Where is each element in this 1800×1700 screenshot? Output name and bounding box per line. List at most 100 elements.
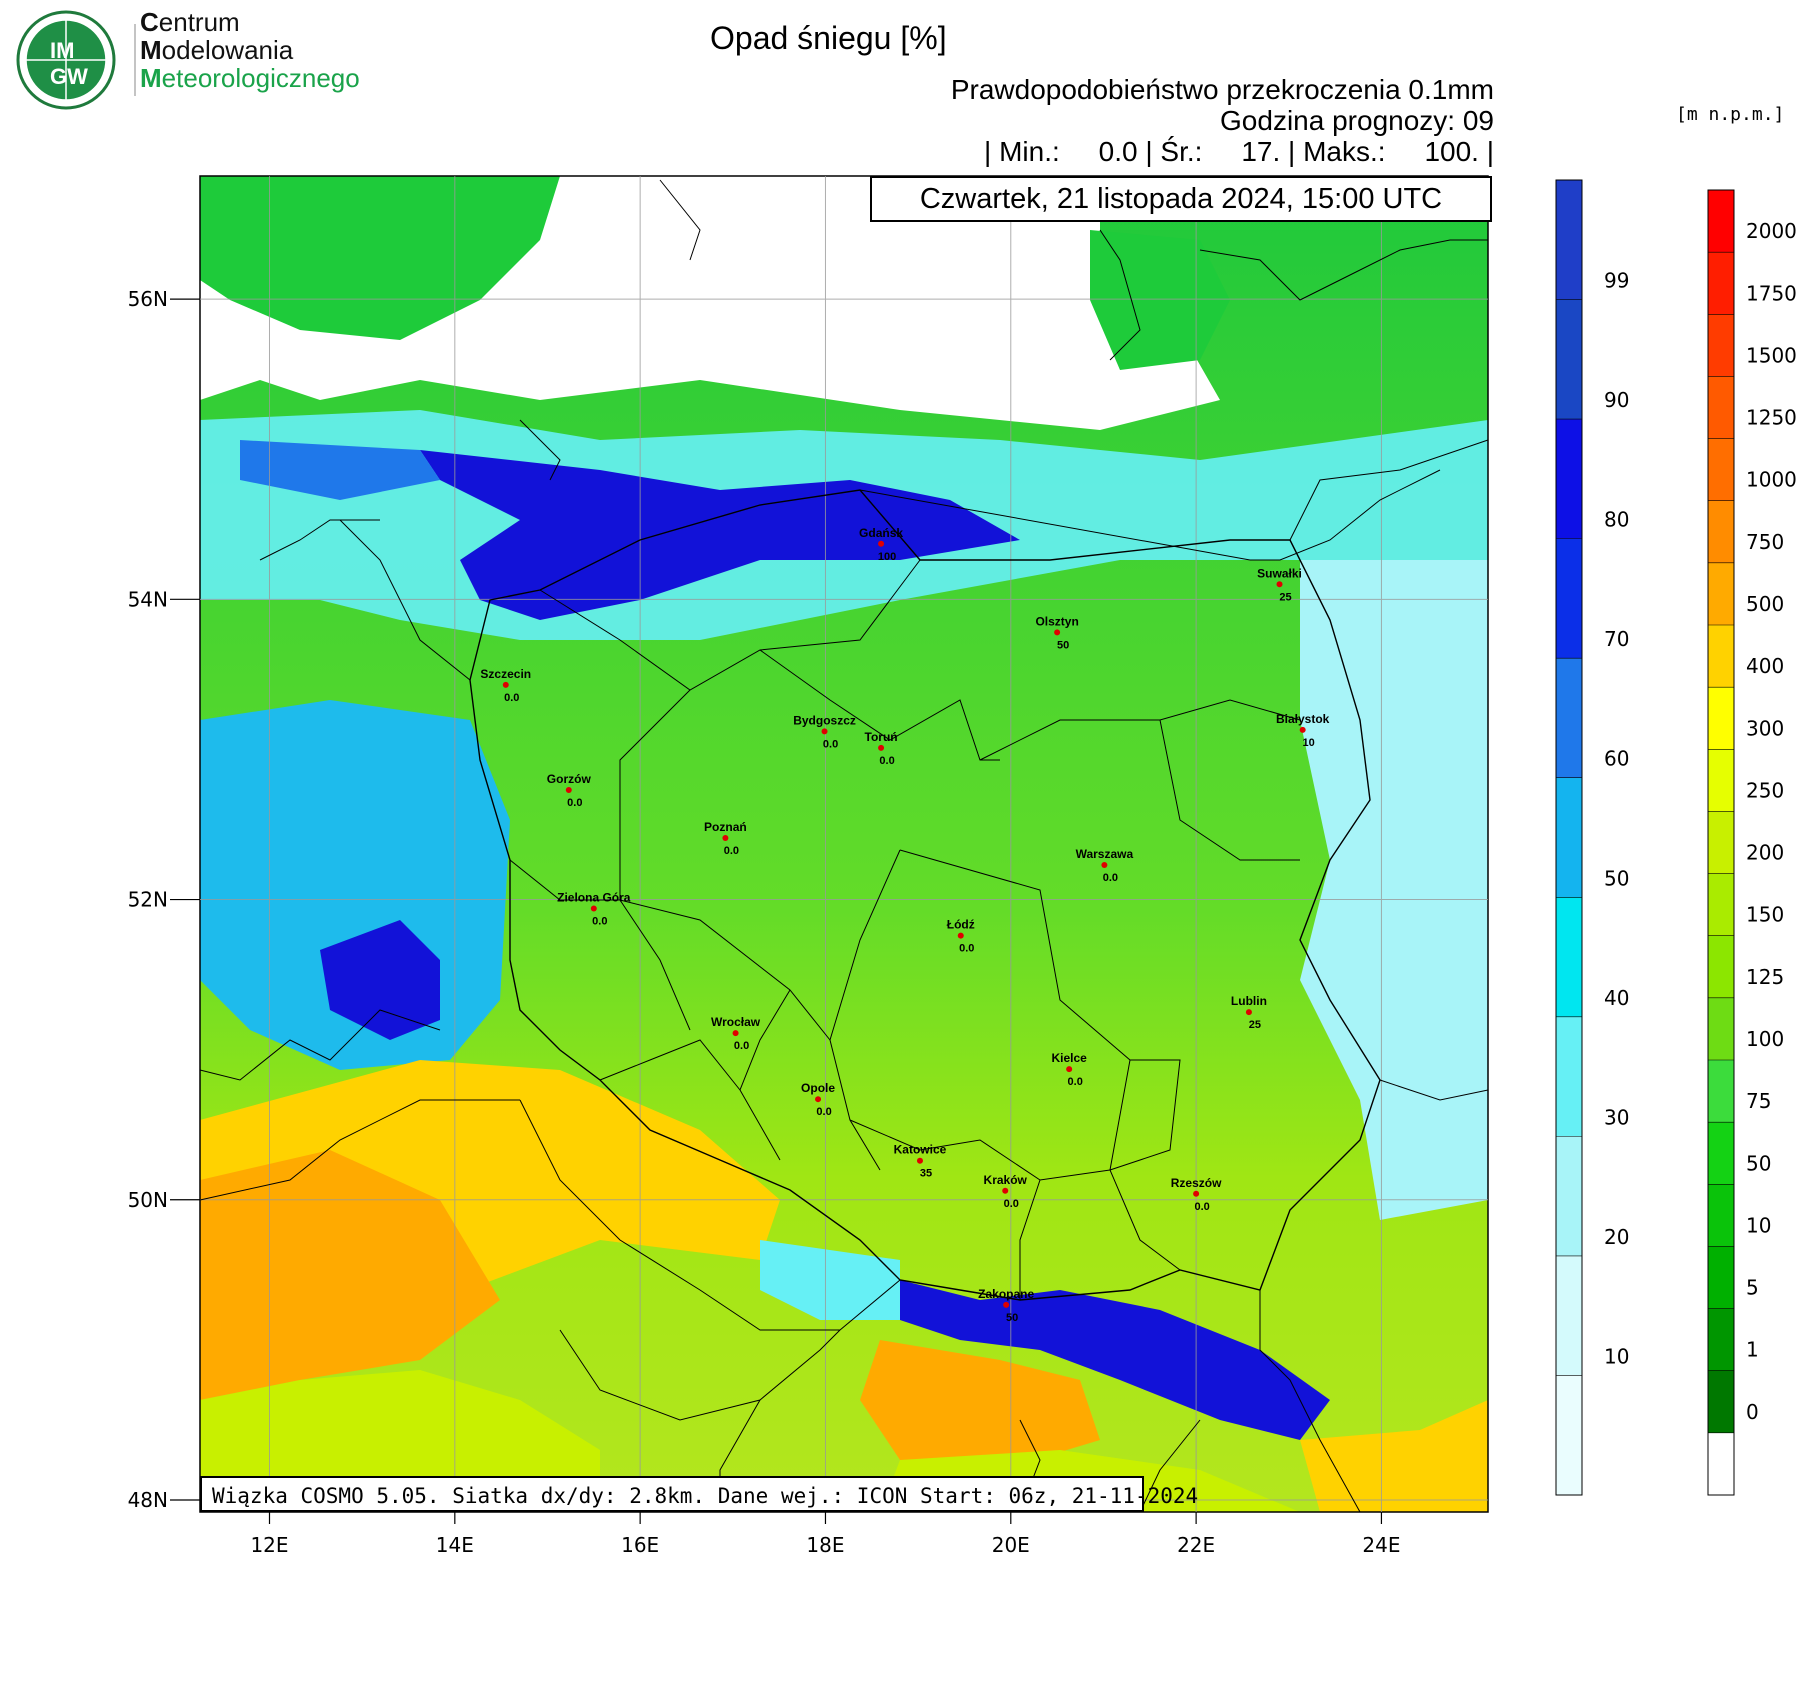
- city-name: Katowice: [894, 1143, 947, 1157]
- city-marker: Kielce 0.0: [1051, 1051, 1087, 1088]
- city-name: Lublin: [1231, 994, 1267, 1008]
- city-marker: Kraków 0.0: [984, 1173, 1028, 1210]
- elev-cb-segment: [1708, 1432, 1734, 1495]
- city-name: Białystok: [1276, 712, 1330, 726]
- city-name: Zakopane: [978, 1287, 1034, 1301]
- poland-border: [469, 489, 1381, 1301]
- elev-cb-segment: [1708, 687, 1734, 750]
- city-value: 0.0: [592, 916, 607, 928]
- city-dot: [1002, 1187, 1009, 1194]
- city-dot: [1299, 726, 1306, 733]
- elev-cb-segment: [1708, 1308, 1734, 1371]
- institute-name: Centrum Modelowania Meteorologicznego: [140, 8, 360, 92]
- city-name: Warszawa: [1076, 847, 1134, 861]
- city-name: Kielce: [1051, 1051, 1087, 1065]
- elev-cb-label: 5: [1746, 1276, 1759, 1300]
- city-name: Szczecin: [480, 667, 531, 681]
- elev-cb-label: 1000: [1746, 468, 1797, 492]
- city-marker: Zielona Góra 0.0: [557, 891, 631, 928]
- lon-label: 20E: [992, 1533, 1030, 1557]
- model-info: Wiązka COSMO 5.05. Siatka dx/dy: 2.8km. …: [200, 1476, 1198, 1512]
- city-dot: [957, 932, 964, 939]
- elev-cb-segment: [1708, 1246, 1734, 1309]
- city-markers: Gdańsk100Suwałki25Olsztyn50Szczecin0.0By…: [480, 526, 1329, 1324]
- city-name: Bydgoszcz: [793, 713, 856, 727]
- map-axes: 12E 14E 16E 18E 20E 22E 24E 56N 54N 52N 50N 48N: [128, 287, 1401, 1557]
- city-value: 35: [920, 1168, 932, 1180]
- carpathians-snow: [900, 1280, 1330, 1440]
- elev-cb-label: 75: [1746, 1089, 1771, 1113]
- city-name: Gorzów: [547, 772, 592, 786]
- city-dot: [916, 1157, 923, 1164]
- west-snow-core: [320, 920, 440, 1040]
- logo-line-3-rest: eteorologicznego: [161, 63, 360, 93]
- city-marker: Opole 0.0: [801, 1081, 835, 1118]
- city-name: Olsztyn: [1035, 614, 1078, 628]
- snow-band-medium: [240, 440, 440, 500]
- elev-cb-label: 400: [1746, 654, 1784, 678]
- elev-cb-segment: [1708, 997, 1734, 1060]
- snow-cb-label: 80: [1604, 508, 1629, 532]
- city-dot: [1101, 862, 1108, 869]
- lat-label: 52N: [128, 888, 168, 912]
- elev-cb-segment: [1708, 438, 1734, 501]
- snow-cb-segment: [1556, 180, 1582, 300]
- city-value: 0.0: [734, 1040, 749, 1052]
- city-dot: [502, 681, 509, 688]
- lat-label: 54N: [128, 587, 168, 611]
- city-value: 0.0: [879, 755, 894, 767]
- city-dot: [590, 905, 597, 912]
- elev-cb-label: 1: [1746, 1338, 1759, 1362]
- lon-label: 24E: [1362, 1533, 1400, 1557]
- city-dot: [1003, 1301, 1010, 1308]
- snow-cb-segment: [1556, 1136, 1582, 1256]
- snow-cb-segment: [1556, 897, 1582, 1017]
- city-marker: Szczecin 0.0: [480, 667, 531, 704]
- city-marker: Katowice 35: [894, 1143, 947, 1180]
- city-value: 25: [1279, 591, 1291, 603]
- snow-cb-segment: [1556, 1375, 1582, 1495]
- lat-label: 50N: [128, 1188, 168, 1212]
- city-marker: Olsztyn 50: [1035, 614, 1078, 651]
- city-name: Wrocław: [711, 1015, 761, 1029]
- elev-cb-segment: [1708, 811, 1734, 874]
- city-marker: Toruń 0.0: [865, 730, 898, 767]
- logo-initials-top: IM: [50, 38, 74, 63]
- lat-label: 56N: [128, 287, 168, 311]
- elev-cb-label: 250: [1746, 778, 1784, 802]
- elevation-colorbar: 2000175015001250100075050040030025020015…: [1707, 189, 1797, 1496]
- snow-cb-frame: [1555, 179, 1583, 1496]
- snow-cb-label: 90: [1604, 388, 1629, 412]
- city-dot: [815, 1096, 822, 1103]
- snow-cb-label: 70: [1604, 627, 1629, 651]
- voivodeship-borders: [509, 559, 1301, 1300]
- elev-cb-segment: [1708, 252, 1734, 315]
- valid-date: Czwartek, 21 listopada 2024, 15:00 UTC: [870, 176, 1492, 222]
- logo-line-2-cap: M: [140, 35, 162, 65]
- city-marker: Warszawa 0.0: [1076, 847, 1134, 884]
- city-dot: [565, 786, 572, 793]
- city-dot: [878, 540, 885, 547]
- elev-cb-label: 1500: [1746, 343, 1797, 367]
- elev-cb-label: 50: [1746, 1151, 1771, 1175]
- map-area: [200, 176, 1488, 1512]
- snow-cb-label: 99: [1604, 269, 1629, 293]
- snow-cb-label: 50: [1604, 866, 1629, 890]
- snow-cb-segment: [1556, 538, 1582, 659]
- elev-cb-label: 200: [1746, 841, 1784, 865]
- lon-label: 18E: [806, 1533, 844, 1557]
- city-marker: Zakopane 50: [978, 1287, 1034, 1324]
- city-marker: Lublin 25: [1231, 994, 1267, 1031]
- city-dot: [722, 834, 729, 841]
- logo-line-1-cap: C: [140, 7, 159, 37]
- city-name: Suwałki: [1257, 566, 1302, 580]
- city-marker: Wrocław 0.0: [711, 1015, 761, 1052]
- city-dot: [732, 1030, 739, 1037]
- city-value: 50: [1057, 639, 1069, 651]
- snow-cb-label: 10: [1604, 1344, 1629, 1368]
- elev-cb-label: 150: [1746, 903, 1784, 927]
- city-dot: [1276, 581, 1283, 588]
- city-value: 10: [1303, 737, 1315, 749]
- snow-cb-label: 30: [1604, 1105, 1629, 1129]
